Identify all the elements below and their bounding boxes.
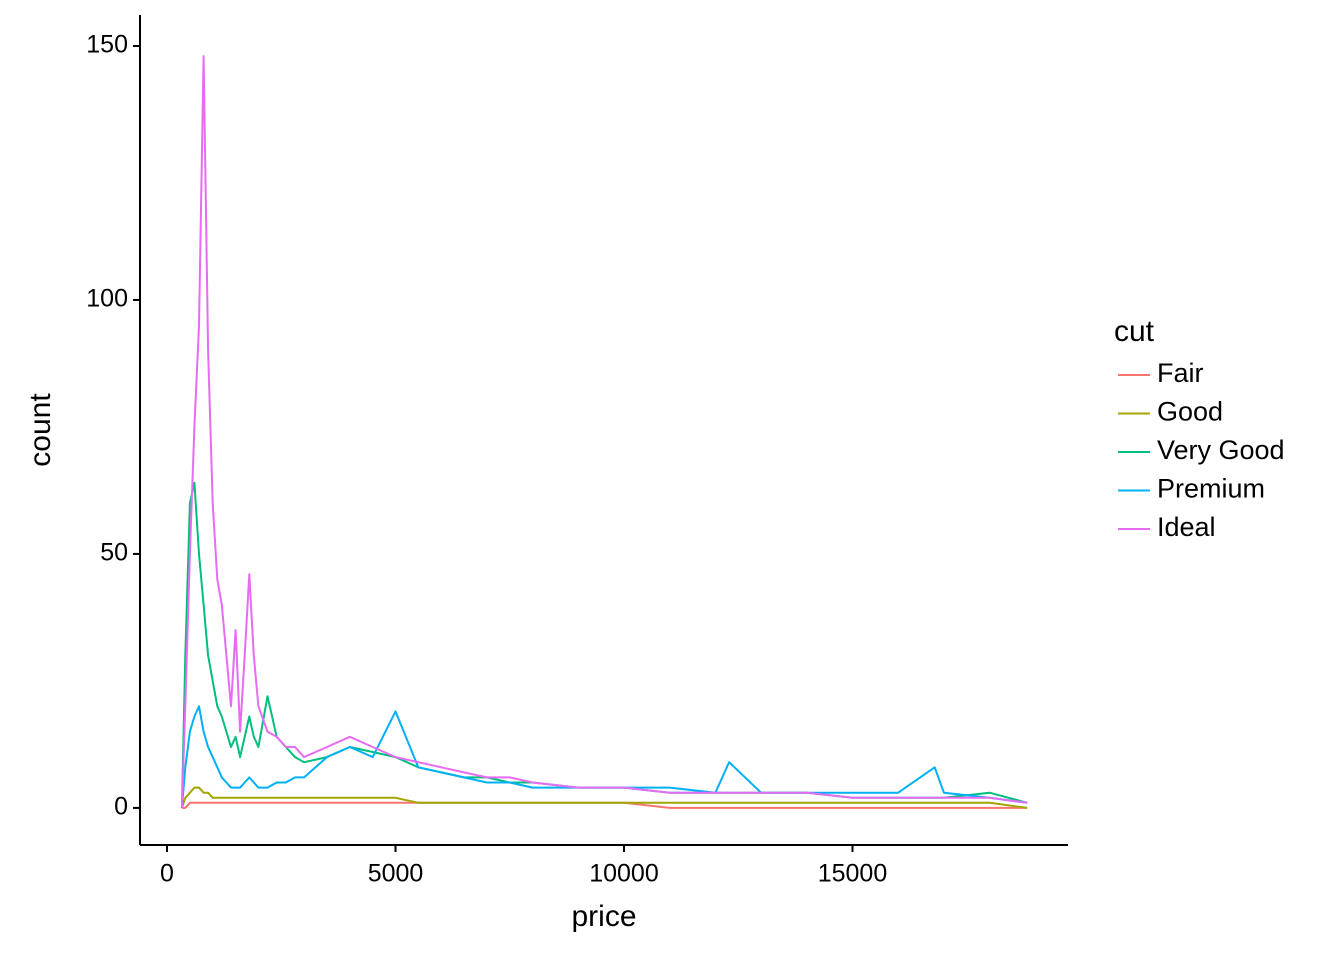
y-axis-title: count [24,393,57,467]
y-tick-label: 150 [86,31,128,59]
legend-label: Very Good [1157,435,1285,465]
x-tick-label: 15000 [818,860,888,888]
series-line [180,705,1028,808]
series-line [181,801,1028,809]
x-tick-label: 0 [160,860,174,888]
x-tick-label: 5000 [368,860,424,888]
y-tick-label: 0 [114,793,128,821]
x-tick-label: 10000 [589,860,659,888]
y-tick-label: 100 [86,285,128,313]
legend-label: Premium [1157,474,1265,504]
x-axis-title: price [571,900,636,933]
series-line [180,481,1028,808]
legend-title: cut [1114,315,1155,348]
series-line [180,786,1028,809]
legend-label: Fair [1157,358,1204,388]
y-tick-label: 50 [100,539,128,567]
series-line [180,55,1028,808]
legend-label: Ideal [1157,512,1216,542]
legend-label: Good [1157,397,1223,427]
